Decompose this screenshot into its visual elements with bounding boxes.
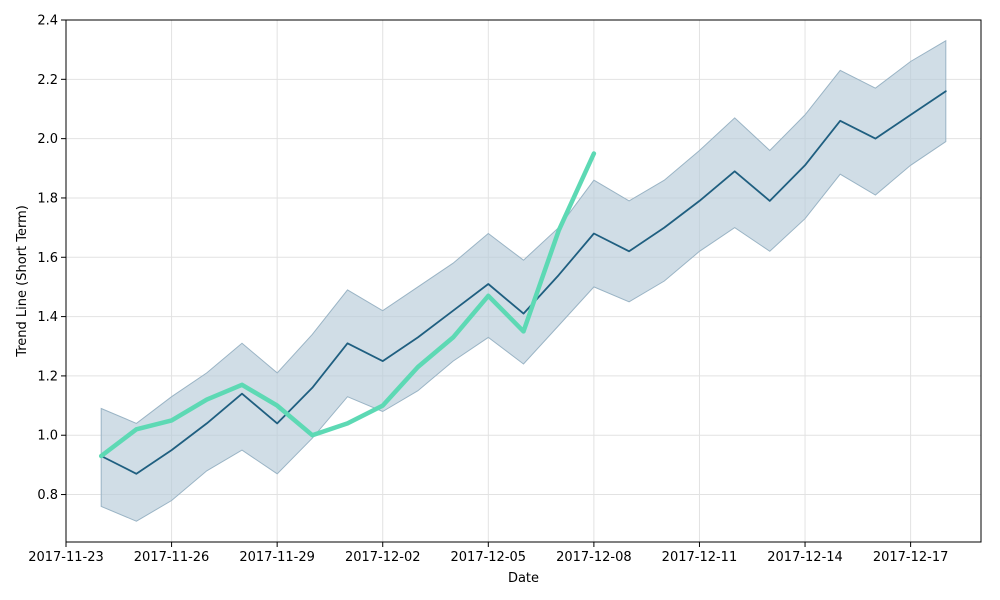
forecast-series-line	[100, 90, 947, 475]
y-tick-label: 1.0	[37, 429, 58, 444]
plot-frame	[65, 19, 982, 543]
series-lines	[98, 90, 947, 475]
y-tick-label: 2.0	[37, 132, 58, 147]
y-tick-label: 0.8	[37, 488, 58, 503]
y-tick-label: 1.2	[37, 369, 58, 384]
y-axis-label: Trend Line (Short Term)	[15, 205, 30, 358]
x-tick-label: 2017-11-26	[134, 550, 210, 565]
x-tick-label: 2017-12-14	[767, 550, 843, 565]
actual-series-line	[98, 151, 597, 459]
y-tick-label: 1.8	[37, 191, 58, 206]
y-tick-label: 2.2	[37, 73, 58, 88]
x-tick-label: 2017-12-11	[662, 550, 738, 565]
x-axis-ticks: 2017-11-23 2017-11-26 2017-11-29 2017-12-02…	[28, 542, 948, 565]
x-axis-label: Date	[508, 571, 539, 586]
y-axis-ticks: 0.8 1.0 1.2 1.4 1.6 1.8 2.0 2.2 2.4	[37, 14, 66, 503]
x-tick-label: 2017-12-02	[345, 550, 421, 565]
x-tick-label: 2017-12-08	[556, 550, 632, 565]
y-tick-label: 2.4	[37, 14, 58, 29]
band-area	[100, 39, 947, 522]
y-tick-label: 1.6	[37, 251, 58, 266]
y-tick-label: 1.4	[37, 310, 58, 325]
x-tick-label: 2017-11-23	[28, 550, 104, 565]
x-tick-label: 2017-11-29	[239, 550, 315, 565]
x-tick-label: 2017-12-05	[451, 550, 527, 565]
confidence-band	[100, 39, 947, 522]
x-tick-label: 2017-12-17	[873, 550, 949, 565]
